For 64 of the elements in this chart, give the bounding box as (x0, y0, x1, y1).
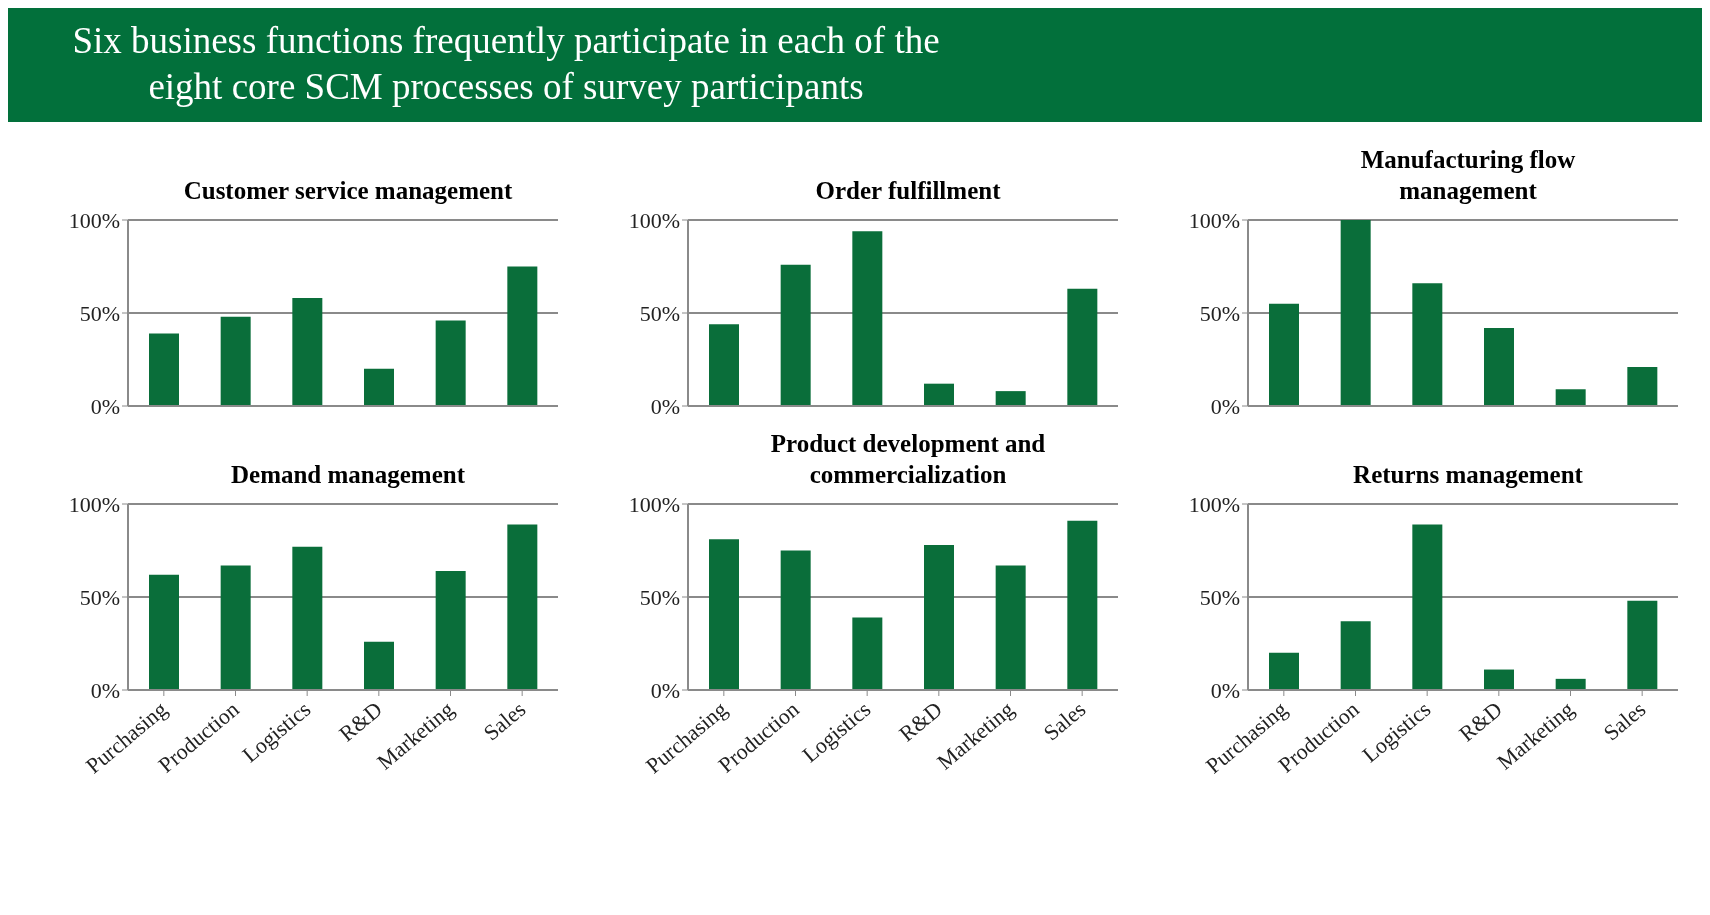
bar (995, 565, 1026, 690)
chart-title: Customer service management (183, 176, 513, 206)
bar (1555, 389, 1586, 406)
y-tick-label: 100% (1188, 491, 1240, 517)
y-tick-label: 50% (1199, 300, 1240, 326)
bar (149, 333, 179, 406)
y-tick-label: 0% (1210, 393, 1240, 419)
bar (149, 574, 179, 690)
bar (1627, 366, 1658, 406)
y-tick-label: 50% (639, 584, 680, 610)
y-tick-label: 50% (79, 584, 120, 610)
bar (292, 546, 323, 690)
y-tick-label: 0% (90, 677, 120, 703)
bar (220, 316, 251, 406)
bar (292, 298, 323, 406)
y-tick-label: 100% (628, 491, 680, 517)
x-tick-label: Sales (478, 696, 531, 746)
bar (1067, 520, 1098, 690)
bar (1627, 600, 1658, 690)
bar (852, 231, 883, 406)
bar (1412, 283, 1443, 406)
bar (780, 264, 811, 406)
bar (1269, 303, 1299, 406)
bar (1067, 288, 1098, 406)
y-tick-label: 0% (650, 677, 680, 703)
chart-title: Returns management (1352, 460, 1584, 490)
y-tick-label: 0% (1210, 677, 1240, 703)
bar (1484, 327, 1514, 406)
bar (435, 570, 466, 690)
bar (1269, 652, 1299, 690)
y-tick-label: 100% (68, 491, 120, 517)
bar (1340, 220, 1371, 406)
chart-title: Demand management (230, 460, 466, 490)
y-tick-label: 100% (1188, 207, 1240, 233)
bar (364, 368, 394, 406)
bar (435, 320, 466, 406)
text: Six business functions frequently participate in each of the eight core SCM processes of survey participants (71, 19, 941, 109)
bar (1484, 669, 1514, 690)
bar (507, 524, 538, 690)
y-tick-label: 50% (1199, 584, 1240, 610)
x-tick-label: Sales (1038, 696, 1091, 746)
y-tick-label: 50% (639, 300, 680, 326)
y-tick-label: 100% (628, 207, 680, 233)
bar (709, 324, 739, 406)
chart-title: Product development and commercialization (769, 429, 1047, 490)
bar (995, 391, 1026, 406)
y-tick-label: 50% (79, 300, 120, 326)
bar (1340, 621, 1371, 690)
bar (1412, 524, 1443, 690)
x-tick-label: Sales (1598, 696, 1651, 746)
bar (924, 383, 954, 406)
bar (507, 266, 538, 406)
chart-title: Order fulfillment (814, 176, 1002, 206)
bar (780, 550, 811, 690)
bar (220, 565, 251, 690)
bar (852, 617, 883, 690)
y-tick-label: 0% (650, 393, 680, 419)
bar (364, 641, 394, 690)
y-tick-label: 100% (68, 207, 120, 233)
y-tick-label: 0% (90, 393, 120, 419)
chart-title: Manufacturing flow management (1359, 145, 1577, 206)
bar (709, 539, 739, 690)
bar (1555, 678, 1586, 690)
bar (924, 544, 954, 690)
